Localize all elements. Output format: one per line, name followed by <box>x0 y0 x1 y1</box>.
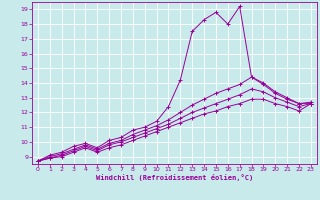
X-axis label: Windchill (Refroidissement éolien,°C): Windchill (Refroidissement éolien,°C) <box>96 174 253 181</box>
